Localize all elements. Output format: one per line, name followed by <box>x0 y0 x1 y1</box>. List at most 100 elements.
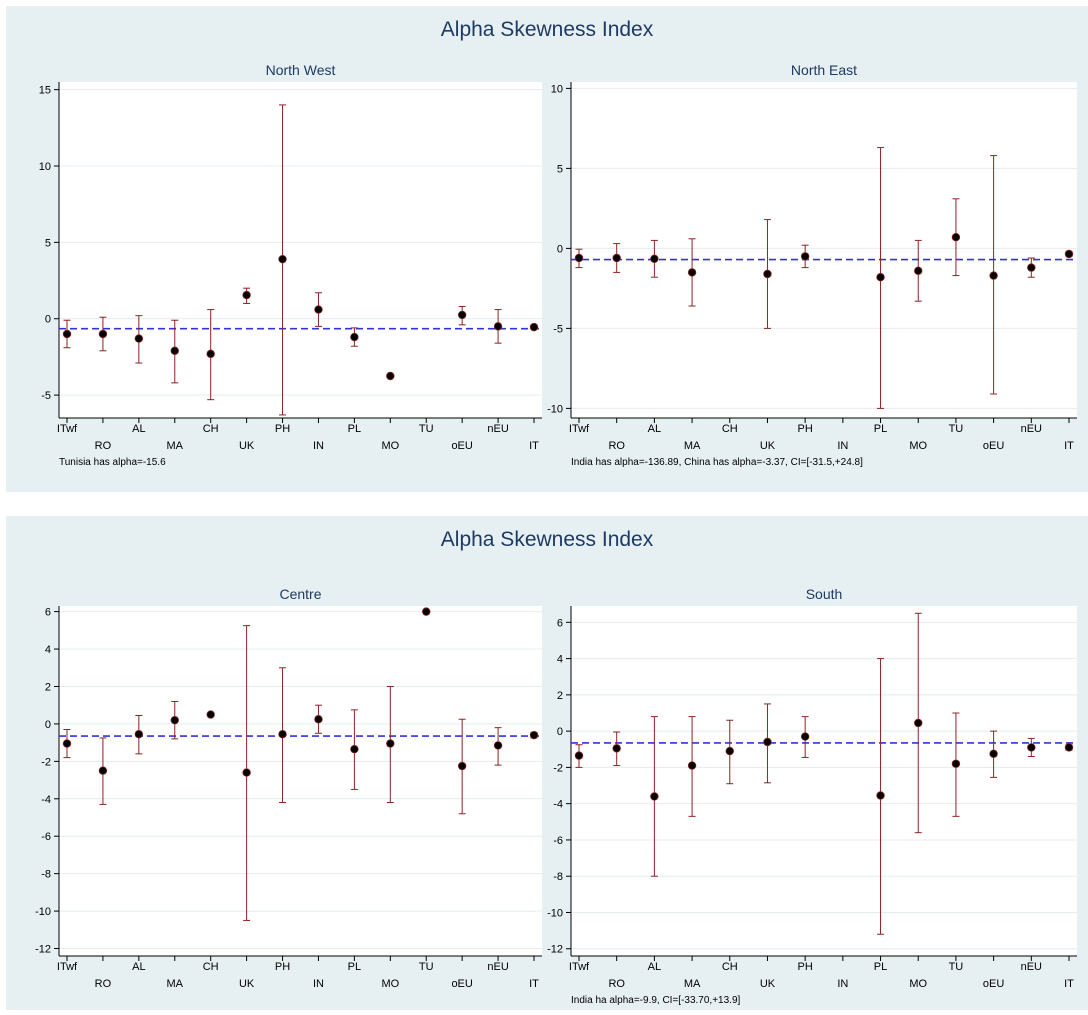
x-tick-label: PL <box>348 961 361 973</box>
x-tick-label: nEU <box>487 961 508 973</box>
y-tick-label: 0 <box>557 726 563 738</box>
y-tick-label: -2 <box>553 762 563 774</box>
x-tick-label: oEU <box>983 978 1004 990</box>
subplot-title: South <box>806 586 843 602</box>
x-tick-label: AL <box>648 423 661 435</box>
x-tick-label: IT <box>529 440 539 452</box>
y-tick-label: -2 <box>41 756 51 768</box>
x-tick-label: PL <box>874 423 887 435</box>
y-tick-label: 2 <box>557 690 563 702</box>
x-tick-label: IN <box>313 440 324 452</box>
x-tick-label: PH <box>798 961 813 973</box>
plot-area <box>571 606 1077 956</box>
data-point <box>350 332 359 342</box>
y-tick-label: -5 <box>41 390 51 402</box>
y-tick-label: 2 <box>45 681 51 693</box>
y-tick-label: -8 <box>41 869 51 881</box>
data-point <box>493 322 503 331</box>
x-tick-label: UK <box>239 440 255 452</box>
data-point <box>951 232 961 242</box>
data-point <box>951 759 961 768</box>
data-point <box>457 761 467 771</box>
data-point <box>529 322 539 332</box>
y-tick-label: -10 <box>35 906 51 918</box>
subplot-title: North East <box>791 62 857 78</box>
data-point <box>62 329 72 339</box>
x-tick-label: UK <box>239 978 255 990</box>
x-tick-label: CH <box>203 423 219 435</box>
panel-title: Alpha Skewness Index <box>440 18 654 41</box>
y-tick-label: 0 <box>45 719 51 731</box>
data-point <box>763 269 772 279</box>
data-point <box>386 739 395 748</box>
x-tick-label: TU <box>419 423 434 435</box>
data-point <box>529 730 539 740</box>
data-point <box>170 346 179 355</box>
data-point <box>914 266 923 275</box>
y-tick-label: 4 <box>557 654 563 666</box>
x-tick-label: PH <box>275 961 290 973</box>
data-point <box>914 718 923 728</box>
x-tick-label: MA <box>167 440 184 452</box>
y-tick-label: 5 <box>557 163 563 175</box>
x-tick-label: MO <box>381 978 399 990</box>
data-point <box>422 607 431 616</box>
data-point <box>650 254 659 263</box>
plot-area <box>59 82 542 418</box>
x-tick-label: RO <box>608 440 625 452</box>
chart-note: India has alpha=-136.89, China has alpha… <box>571 457 863 468</box>
x-tick-label: MA <box>167 978 184 990</box>
y-tick-label: 0 <box>557 243 563 255</box>
data-point <box>574 253 584 263</box>
data-point <box>876 791 885 800</box>
x-tick-label: TU <box>949 961 964 973</box>
y-tick-label: 10 <box>39 161 51 173</box>
y-tick-label: -12 <box>35 944 51 956</box>
y-tick-label: 4 <box>45 644 51 656</box>
x-tick-label: MA <box>684 978 701 990</box>
x-tick-label: oEU <box>451 978 472 990</box>
x-tick-label: TU <box>949 423 964 435</box>
panel-title: Alpha Skewness Index <box>440 528 654 551</box>
y-tick-label: -10 <box>547 907 563 919</box>
y-tick-label: -10 <box>547 403 563 415</box>
data-point <box>1064 743 1074 752</box>
y-tick-label: -6 <box>553 835 563 847</box>
x-tick-label: UK <box>760 440 776 452</box>
y-tick-label: 6 <box>45 607 51 619</box>
x-tick-label: IT <box>529 978 539 990</box>
data-point <box>493 741 503 750</box>
x-tick-label: ITwf <box>57 961 78 973</box>
x-tick-label: CH <box>722 961 738 973</box>
data-point <box>687 268 697 277</box>
x-tick-label: PH <box>798 423 813 435</box>
x-tick-label: CH <box>722 423 738 435</box>
x-tick-label: ITwf <box>57 423 78 435</box>
x-tick-label: ITwf <box>569 423 590 435</box>
x-tick-label: AL <box>132 961 145 973</box>
data-point <box>612 744 621 753</box>
y-tick-label: 5 <box>45 237 51 249</box>
data-point <box>206 710 215 719</box>
data-point <box>687 761 697 770</box>
x-tick-label: AL <box>132 423 145 435</box>
subplot-title: Centre <box>279 586 321 602</box>
chart-note: India ha alpha=-9.9, CI=[-33.70,+13.9] <box>571 995 741 1006</box>
data-point <box>1027 743 1036 752</box>
x-tick-label: IT <box>1064 440 1074 452</box>
chart-note: Tunisia has alpha=-15.6 <box>59 457 166 468</box>
x-tick-label: PL <box>874 961 887 973</box>
x-tick-label: MO <box>381 440 399 452</box>
plot-area <box>571 82 1077 418</box>
data-point <box>134 334 144 343</box>
data-point <box>800 732 810 741</box>
data-point <box>989 271 998 280</box>
y-tick-label: -4 <box>553 799 563 811</box>
x-tick-label: nEU <box>1021 423 1042 435</box>
data-point <box>457 310 467 320</box>
x-tick-label: IN <box>837 440 848 452</box>
data-point <box>98 766 108 775</box>
y-tick-label: -12 <box>547 944 563 956</box>
x-tick-label: nEU <box>1021 961 1042 973</box>
